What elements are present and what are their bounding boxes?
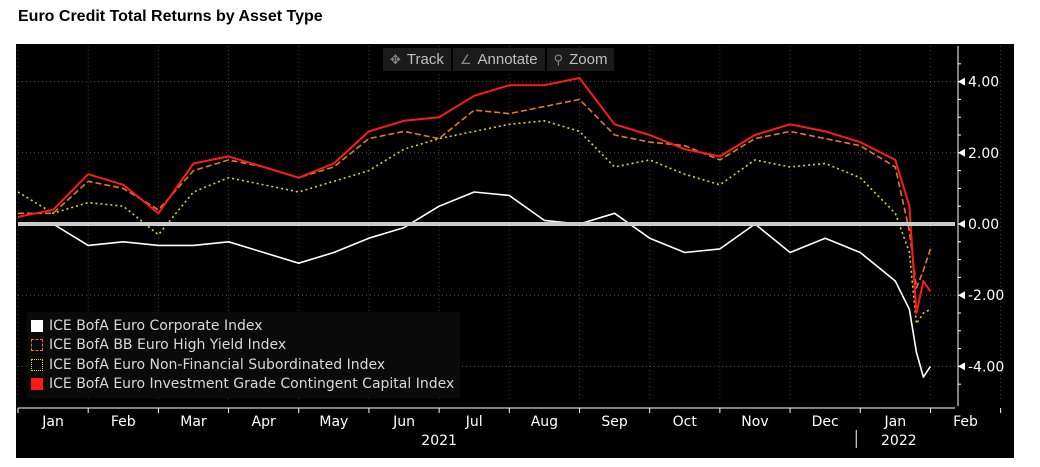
legend-swatch-subordinated [31, 358, 43, 371]
x-tick-label: Jul [465, 414, 483, 430]
annotate-button[interactable]: ∠ Annotate [452, 48, 545, 71]
x-tick-label: Sep [601, 414, 628, 430]
x-tick-label: Oct [673, 414, 698, 430]
legend-item-cocos: ICE BofA Euro Investment Grade Contingen… [31, 375, 454, 395]
y-tick-marker [958, 220, 965, 228]
y-tick-label: 4.00 [968, 75, 999, 91]
x-tick-label: Jan [41, 414, 64, 430]
year-label: 2022 [881, 433, 917, 449]
x-tick-label: Feb [111, 414, 136, 430]
x-tick-label: Aug [531, 414, 558, 430]
legend-item-corporate: ICE BofA Euro Corporate Index [31, 316, 454, 336]
zoom-button[interactable]: ⚲ Zoom [546, 48, 615, 71]
x-tick-label: Feb [953, 414, 978, 430]
legend-label: ICE BofA Euro Corporate Index [49, 317, 263, 334]
pencil-icon: ∠ [459, 51, 472, 67]
legend-label: ICE BofA BB Euro High Yield Index [49, 337, 287, 354]
x-tick-label: Apr [252, 414, 276, 430]
track-label: Track [406, 51, 444, 68]
chart-legend: ICE BofA Euro Corporate Index ICE BofA B… [27, 312, 461, 398]
legend-swatch-corporate [31, 319, 43, 332]
series-line-cocos [17, 77, 932, 314]
x-tick-label: Dec [812, 414, 839, 430]
track-button[interactable]: ✥ Track [383, 48, 451, 71]
series-line-corporate [18, 191, 932, 378]
y-tick-marker [958, 148, 965, 157]
legend-swatch-cocos [31, 378, 43, 391]
legend-item-high-yield: ICE BofA BB Euro High Yield Index [31, 336, 454, 356]
y-tick-label: -4.00 [968, 359, 1004, 375]
x-tick-label: Mar [180, 414, 207, 430]
magnifier-icon: ⚲ [553, 51, 564, 67]
x-tick-label: May [319, 414, 348, 430]
legend-label: ICE BofA Euro Non-Financial Subordinated… [49, 356, 386, 373]
y-tick-marker [958, 291, 965, 300]
zoom-label: Zoom [569, 51, 608, 68]
x-tick-label: Jan [884, 414, 907, 430]
y-tick-marker [958, 362, 965, 371]
x-tick-label: Jun [392, 414, 415, 430]
legend-item-subordinated: ICE BofA Euro Non-Financial Subordinated… [31, 355, 454, 375]
chart-toolbar: ✥ Track ∠ Annotate ⚲ Zoom [383, 48, 615, 71]
series-line-high-yield [18, 98, 932, 289]
chart-title: Euro Credit Total Returns by Asset Type [18, 8, 323, 25]
crosshair-icon: ✥ [390, 51, 401, 67]
year-label: 2021 [421, 433, 457, 449]
y-tick-marker [958, 77, 965, 86]
legend-swatch-high-yield [31, 339, 43, 352]
annotate-label: Annotate [477, 51, 538, 68]
y-tick-label: 2.00 [968, 146, 999, 162]
legend-label: ICE BofA Euro Investment Grade Contingen… [49, 376, 455, 393]
x-tick-label: Nov [741, 414, 768, 430]
y-tick-label: -2.00 [968, 288, 1004, 304]
y-tick-label: 0.00 [968, 217, 999, 233]
